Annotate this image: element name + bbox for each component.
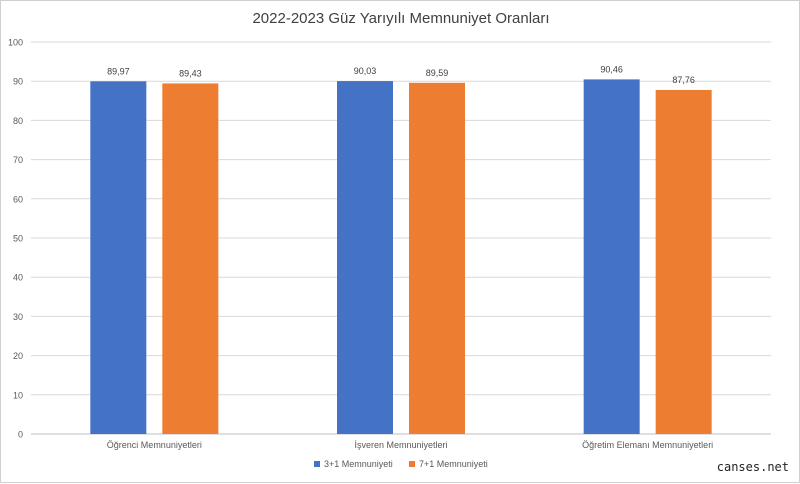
- y-tick-label-90: 90: [13, 77, 23, 87]
- y-tick-label-10: 10: [13, 390, 23, 400]
- data-label-1-3: 90,46: [600, 64, 623, 74]
- bar-1-3: [583, 79, 640, 435]
- legend-label-2: 7+1 Memnuniyeti: [419, 459, 488, 469]
- legend-swatch-2: [409, 461, 415, 467]
- legend-label-1: 3+1 Memnuniyeti: [324, 459, 393, 469]
- y-tick-label-70: 70: [13, 155, 23, 165]
- bar-2-1: [162, 83, 219, 435]
- x-tick-label-2: İşveren Memnuniyetleri: [354, 440, 447, 450]
- x-tick-label-1: Öğrenci Memnuniyetleri: [107, 440, 202, 450]
- y-tick-label-20: 20: [13, 351, 23, 361]
- data-label-1-1: 89,97: [107, 66, 130, 76]
- y-tick-label-60: 60: [13, 194, 23, 204]
- data-label-2-2: 89,59: [426, 68, 449, 78]
- y-tick-label-50: 50: [13, 234, 23, 244]
- data-label-2-3: 87,76: [672, 75, 695, 85]
- bar-2-3: [655, 89, 712, 434]
- bar-1-1: [90, 81, 147, 434]
- data-label-1-2: 90,03: [354, 66, 377, 76]
- data-label-2-1: 89,43: [179, 68, 202, 78]
- legend-swatch-1: [314, 461, 320, 467]
- bar-1-2: [337, 81, 393, 434]
- y-tick-label-0: 0: [18, 430, 23, 440]
- watermark: canses.net: [716, 460, 789, 474]
- y-tick-label-30: 30: [13, 312, 23, 322]
- y-tick-label-100: 100: [8, 38, 23, 48]
- x-tick-label-3: Öğretim Elemanı Memnuniyetleri: [582, 440, 713, 450]
- bar-2-2: [409, 82, 465, 435]
- chart-title: 2022-2023 Güz Yarıyılı Memnuniyet Oranla…: [252, 10, 550, 27]
- y-tick-label-80: 80: [13, 116, 23, 126]
- y-tick-label-40: 40: [13, 273, 23, 283]
